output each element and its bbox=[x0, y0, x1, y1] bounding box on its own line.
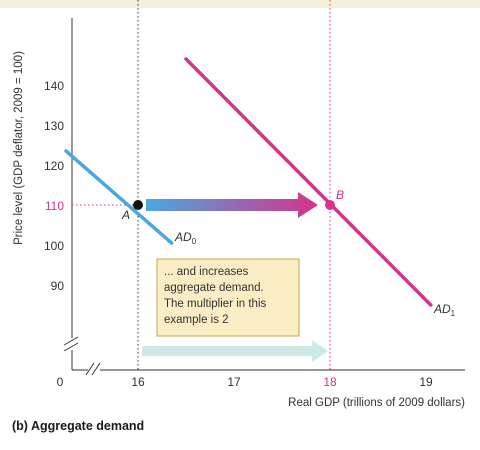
gdp-change-arrow bbox=[142, 340, 328, 362]
x-tick-0: 0 bbox=[57, 375, 64, 389]
y-axis-label: Price level (GDP deflator, 2009 = 100) bbox=[13, 51, 25, 245]
ad1-label: AD1 bbox=[433, 302, 456, 318]
y-tick-130: 130 bbox=[44, 119, 64, 133]
demand-shift-arrow bbox=[146, 192, 318, 218]
x-tick-16: 16 bbox=[131, 375, 145, 389]
annotation-line-3: The multiplier in this bbox=[164, 298, 267, 310]
y-tick-90: 90 bbox=[51, 279, 65, 293]
x-tick-17: 17 bbox=[227, 375, 241, 389]
x-axis-label: Real GDP (trillions of 2009 dollars) bbox=[288, 397, 465, 409]
point-b-label: B bbox=[336, 188, 344, 202]
y-tick-110: 110 bbox=[45, 199, 64, 213]
ad1-curve bbox=[184, 57, 433, 307]
ad0-curve bbox=[64, 149, 174, 245]
point-b-marker bbox=[325, 200, 335, 210]
y-tick-100: 100 bbox=[44, 239, 64, 253]
x-axis-break bbox=[85, 362, 101, 376]
y-tick-140: 140 bbox=[44, 79, 64, 93]
annotation-line-1: ... and increases bbox=[164, 266, 249, 278]
annotation-line-4: example is 2 bbox=[164, 314, 229, 326]
ad0-label: AD0 bbox=[174, 230, 197, 246]
point-a-label: A bbox=[121, 208, 130, 222]
x-tick-18: 18 bbox=[323, 375, 337, 389]
y-tick-120: 120 bbox=[44, 159, 64, 173]
point-a-marker bbox=[133, 200, 143, 210]
panel-title: (b) Aggregate demand bbox=[12, 419, 144, 433]
top-strip bbox=[0, 0, 480, 8]
x-tick-19: 19 bbox=[419, 375, 433, 389]
annotation-box bbox=[156, 258, 300, 337]
y-axis-break bbox=[63, 336, 80, 352]
annotation-line-2: aggregate demand. bbox=[164, 282, 264, 294]
